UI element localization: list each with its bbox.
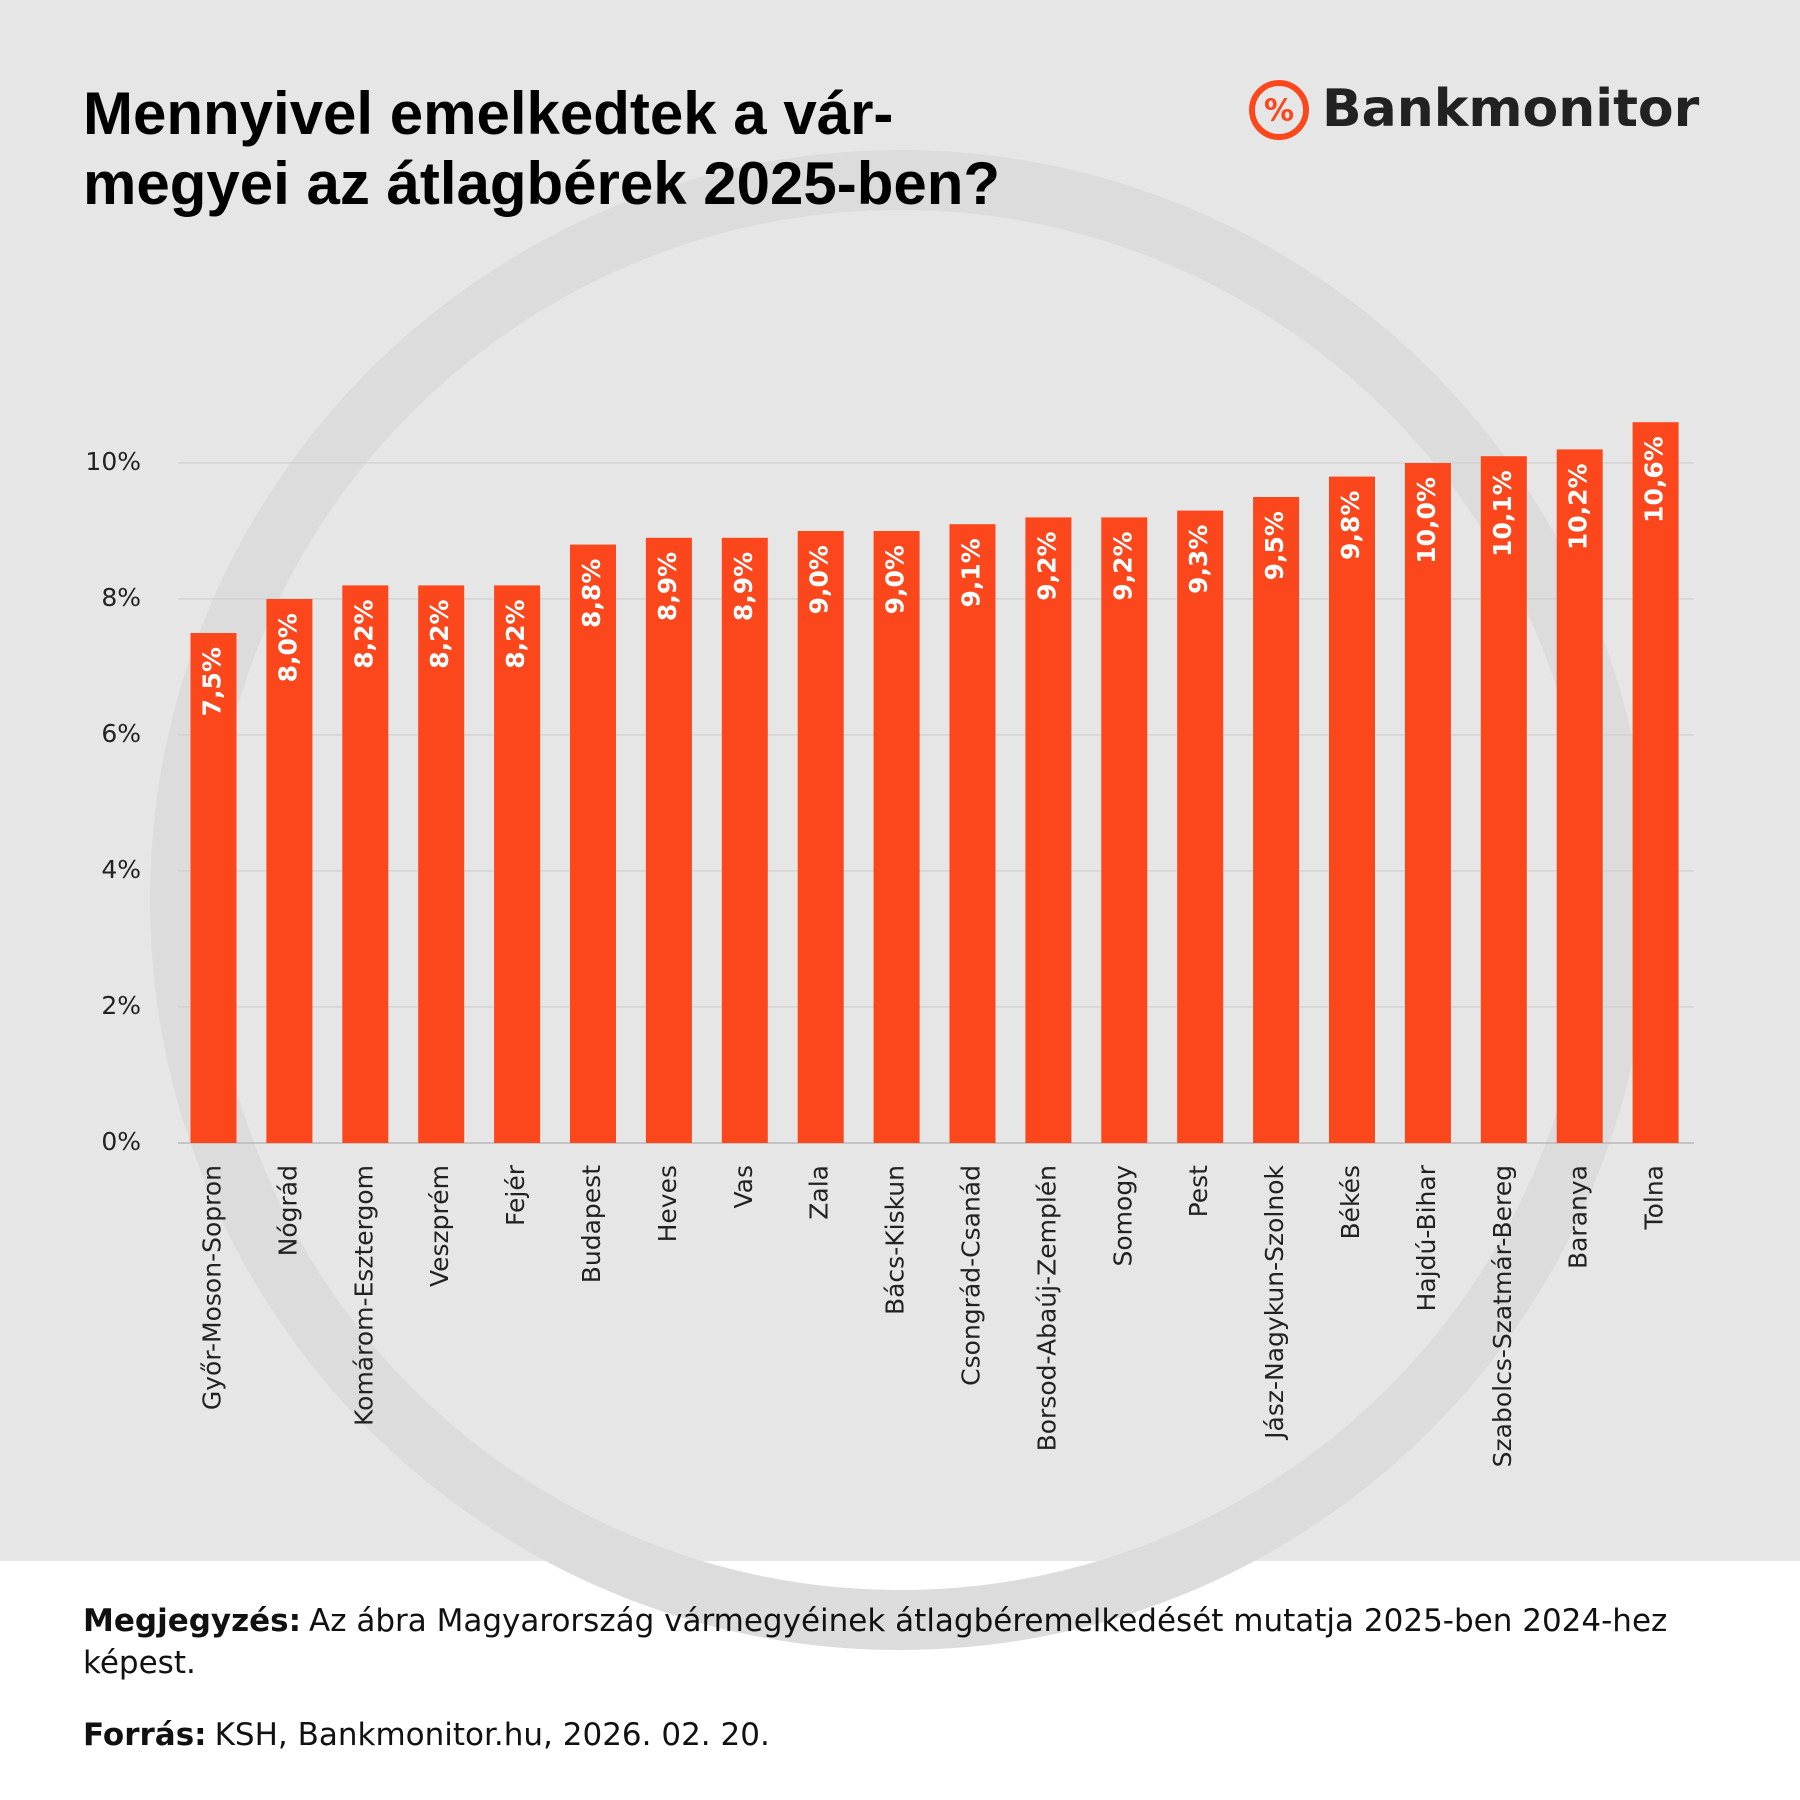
bar	[190, 633, 237, 1143]
bar	[1329, 476, 1375, 1144]
y-tick-label: 6%	[101, 719, 141, 748]
x-tick-label: Baranya	[1564, 1165, 1593, 1269]
bar	[1556, 449, 1603, 1143]
y-tick-label: 4%	[101, 855, 141, 884]
value-label: 9,2%	[1108, 531, 1137, 600]
x-tick-label: Borsod-Abaúj-Zemplén	[1032, 1165, 1061, 1451]
x-tick-label: Tolna	[1640, 1165, 1669, 1230]
x-tick-label: Jász-Nagykun-Szolnok	[1260, 1164, 1289, 1440]
x-tick-label: Komárom-Esztergom	[349, 1165, 378, 1426]
value-label: 10,6%	[1640, 436, 1669, 523]
x-tick-label: Somogy	[1108, 1165, 1137, 1267]
x-tick-label: Heves	[653, 1165, 682, 1242]
value-label: 8,2%	[425, 599, 454, 668]
brand-icon: %	[1264, 94, 1294, 129]
bar	[949, 524, 996, 1143]
value-label: 8,0%	[273, 613, 302, 682]
note-text: Az ábra Magyarország vármegyéinek átlagb…	[83, 1603, 1668, 1681]
value-label: 8,2%	[349, 599, 378, 668]
note-text: KSH, Bankmonitor.hu, 2026. 02. 20.	[214, 1717, 770, 1753]
bar	[266, 599, 313, 1143]
note: Forrás: KSH, Bankmonitor.hu, 2026. 02. 20…	[83, 1714, 1683, 1756]
x-tick-label: Bács-Kiskun	[881, 1165, 910, 1315]
value-label: 9,1%	[957, 538, 986, 607]
value-label: 9,5%	[1260, 511, 1289, 580]
value-label: 9,3%	[1184, 525, 1213, 594]
bar	[1404, 463, 1451, 1143]
bar	[797, 531, 844, 1143]
decor-circle	[150, 150, 1650, 1650]
brand: Bankmonitor	[1322, 79, 1700, 139]
bar	[721, 537, 768, 1143]
bar	[418, 585, 465, 1143]
x-tick-label: Veszprém	[425, 1165, 454, 1287]
chart-title: megyei az átlagbérek 2025-ben?	[83, 150, 1000, 217]
x-tick-label: Csongrád-Csanád	[957, 1165, 986, 1386]
value-label: 9,8%	[1336, 491, 1365, 560]
bar	[342, 585, 389, 1143]
note-label: Megjegyzés:	[83, 1603, 302, 1639]
bar	[645, 537, 692, 1143]
chart-title: Mennyivel emelkedtek a vár-	[83, 80, 893, 147]
bar	[873, 531, 920, 1143]
y-tick-label: 8%	[101, 583, 141, 612]
bar	[1025, 517, 1072, 1143]
y-tick-label: 10%	[85, 447, 141, 476]
value-label: 8,8%	[577, 559, 606, 628]
bar	[1101, 517, 1148, 1143]
x-tick-label: Hajdú-Bihar	[1412, 1164, 1441, 1311]
x-tick-label: Zala	[805, 1165, 834, 1220]
bar	[570, 544, 616, 1143]
y-tick-label: 2%	[101, 991, 141, 1020]
brand-icon-ring	[1249, 80, 1309, 140]
value-label: 9,0%	[805, 545, 834, 614]
x-tick-label: Nógrád	[273, 1165, 302, 1256]
value-label: 9,2%	[1032, 531, 1061, 600]
x-tick-label: Fejér	[501, 1164, 530, 1226]
value-label: 10,0%	[1412, 477, 1441, 564]
value-label: 10,2%	[1564, 463, 1593, 550]
x-tick-label: Szabolcs-Szatmár-Bereg	[1488, 1165, 1517, 1467]
value-label: 9,0%	[881, 545, 910, 614]
x-tick-label: Vas	[729, 1165, 758, 1209]
note-label: Forrás:	[83, 1717, 207, 1753]
bar	[1632, 422, 1679, 1143]
x-tick-label: Békés	[1336, 1165, 1365, 1240]
value-label: 8,9%	[729, 552, 758, 621]
value-label: 8,9%	[653, 552, 682, 621]
x-tick-label: Győr-Moson-Sopron	[198, 1165, 227, 1410]
y-tick-label: 0%	[101, 1127, 141, 1156]
value-label: 10,1%	[1488, 470, 1517, 557]
value-label: 7,5%	[198, 647, 227, 716]
bar	[494, 585, 541, 1143]
bar	[1480, 456, 1527, 1143]
value-label: 8,2%	[501, 599, 530, 668]
x-tick-label: Budapest	[577, 1165, 606, 1283]
x-tick-label: Pest	[1184, 1165, 1213, 1218]
bar	[1253, 497, 1300, 1143]
notes: Megjegyzés: Az ábra Magyarország vármegyé…	[83, 1600, 1683, 1786]
note: Megjegyzés: Az ábra Magyarország vármegyé…	[83, 1600, 1683, 1684]
bar	[1177, 510, 1224, 1144]
